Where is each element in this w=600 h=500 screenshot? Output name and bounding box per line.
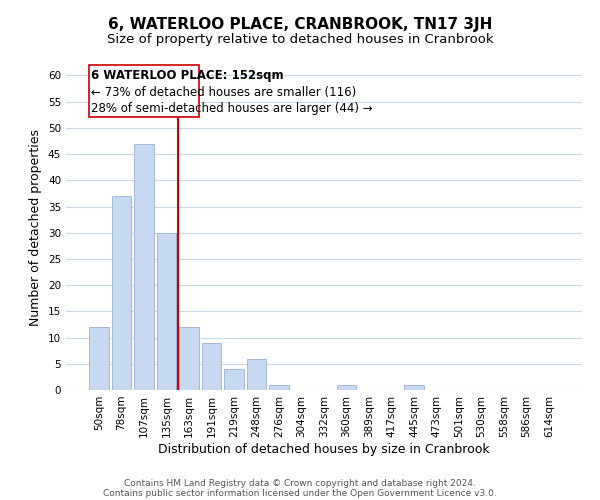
Bar — [134, 144, 154, 390]
Text: Contains public sector information licensed under the Open Government Licence v3: Contains public sector information licen… — [103, 488, 497, 498]
Bar — [269, 385, 289, 390]
Bar — [224, 369, 244, 390]
Text: Size of property relative to detached houses in Cranbrook: Size of property relative to detached ho… — [107, 32, 493, 46]
Text: 6 WATERLOO PLACE: 152sqm: 6 WATERLOO PLACE: 152sqm — [91, 69, 284, 82]
Bar — [404, 385, 424, 390]
Text: Contains HM Land Registry data © Crown copyright and database right 2024.: Contains HM Land Registry data © Crown c… — [124, 478, 476, 488]
Bar — [89, 327, 109, 390]
Bar — [112, 196, 131, 390]
Bar — [337, 385, 356, 390]
Bar — [247, 358, 266, 390]
Bar — [89, 65, 199, 118]
Bar — [157, 232, 176, 390]
X-axis label: Distribution of detached houses by size in Cranbrook: Distribution of detached houses by size … — [158, 442, 490, 456]
Text: ← 73% of detached houses are smaller (116): ← 73% of detached houses are smaller (11… — [91, 86, 356, 99]
Text: 28% of semi-detached houses are larger (44) →: 28% of semi-detached houses are larger (… — [91, 102, 373, 114]
Bar — [179, 327, 199, 390]
Y-axis label: Number of detached properties: Number of detached properties — [29, 129, 43, 326]
Text: 6, WATERLOO PLACE, CRANBROOK, TN17 3JH: 6, WATERLOO PLACE, CRANBROOK, TN17 3JH — [108, 18, 492, 32]
Bar — [202, 343, 221, 390]
